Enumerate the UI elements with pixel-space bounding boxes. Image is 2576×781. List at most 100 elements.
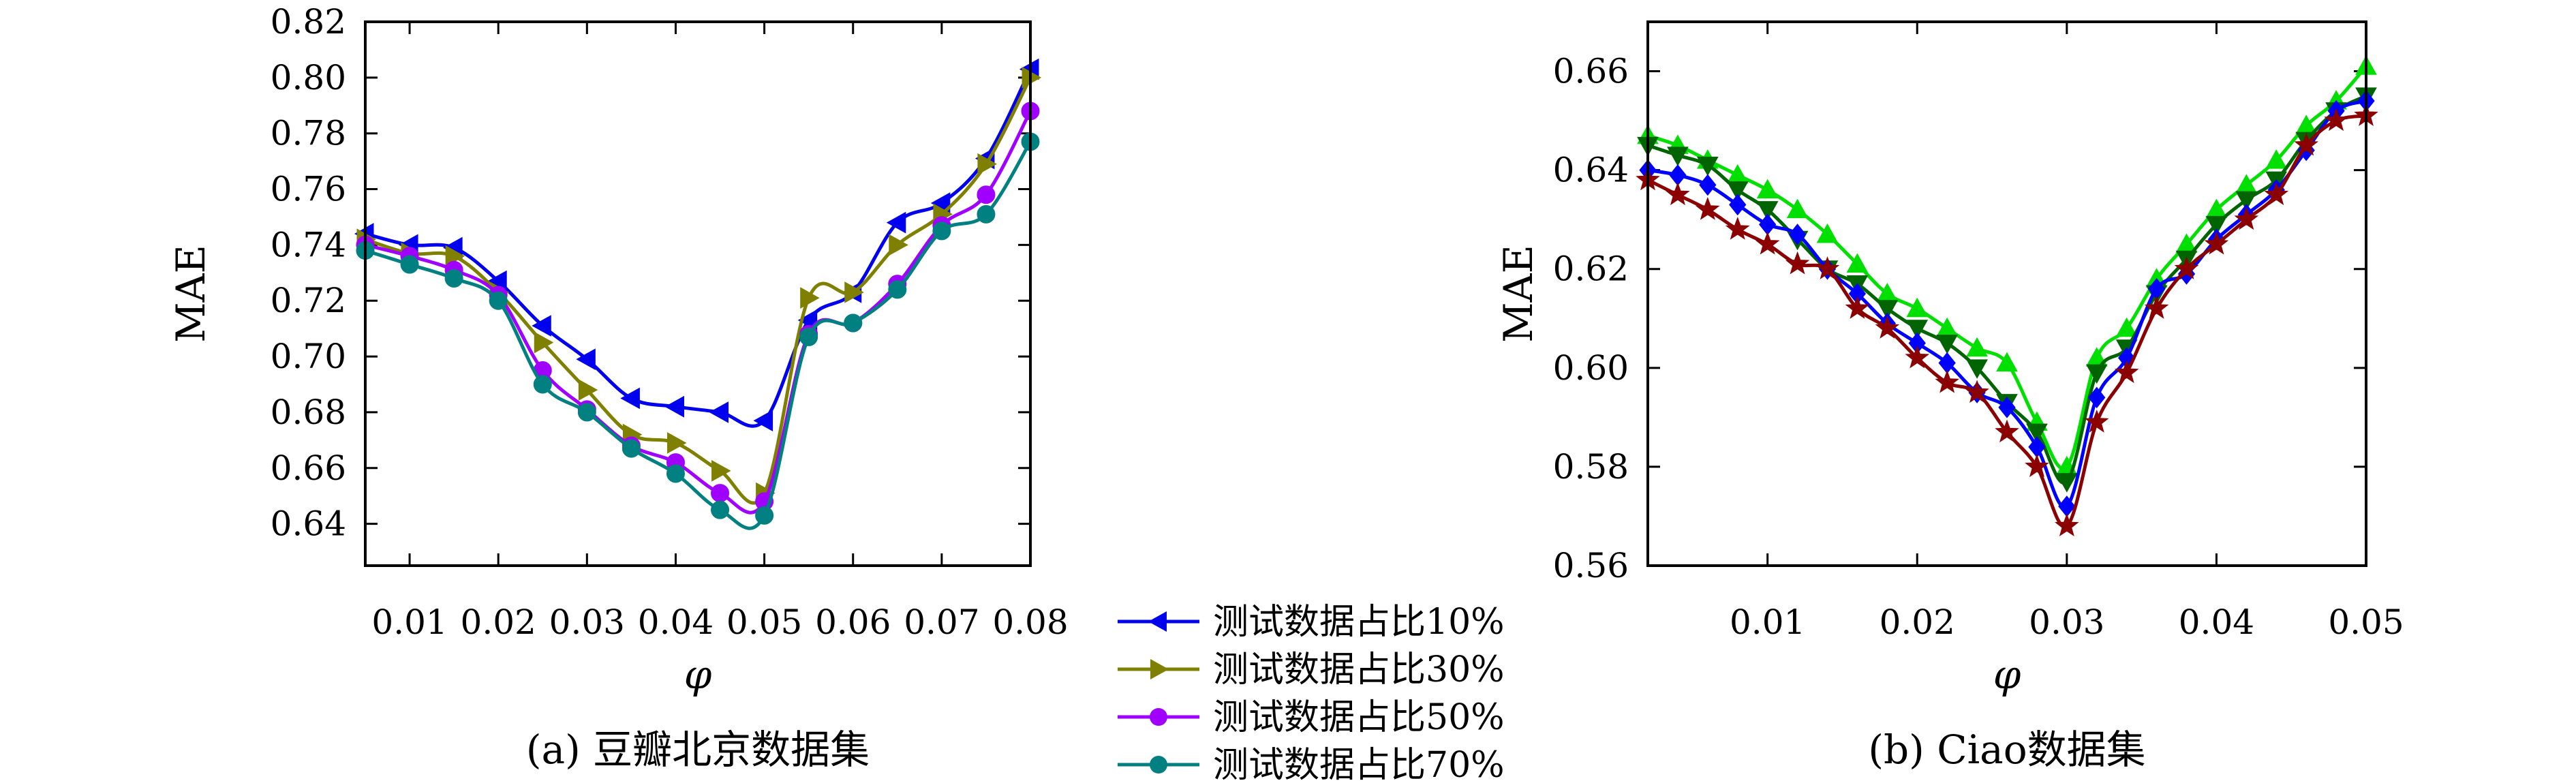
chart-a-ticks: 0.64 0.66 0.68 0.70 0.72 0.74 0.76 0.78 0.80 0.82… — [271, 2, 1069, 642]
y-tick-label: 0.64 — [271, 504, 346, 544]
data-point — [666, 432, 687, 454]
data-point — [2204, 231, 2229, 255]
data-point — [844, 313, 863, 333]
data-point — [1815, 256, 1840, 279]
data-point — [1699, 174, 1717, 196]
series-line — [1647, 99, 2367, 509]
data-point — [800, 287, 820, 309]
y-tick-label: 0.70 — [271, 337, 346, 376]
data-point — [2235, 191, 2258, 211]
data-point — [1755, 231, 1780, 255]
data-point — [2324, 108, 2348, 132]
data-point — [1726, 164, 1749, 184]
data-point — [400, 255, 419, 274]
data-point — [1696, 156, 1719, 177]
data-point — [576, 348, 596, 371]
data-point — [532, 315, 551, 337]
data-point — [1667, 147, 1689, 166]
data-point — [932, 221, 951, 241]
data-point — [1995, 419, 2019, 443]
y-tick-label: 0.74 — [271, 225, 346, 264]
legend-label: 测试数据占比70% — [1213, 745, 1505, 781]
data-point — [711, 484, 730, 503]
data-point — [1756, 179, 1779, 199]
data-point — [2294, 132, 2318, 156]
data-point — [2026, 423, 2048, 444]
series-4 — [356, 132, 1040, 530]
data-point — [1666, 182, 1690, 206]
chart-a-y-axis-label: MAE — [168, 245, 214, 343]
legend-entry: 测试数据占比70% — [1118, 745, 1505, 781]
data-point — [2055, 473, 2078, 493]
y-tick-label: 0.64 — [1553, 151, 1629, 190]
data-point — [844, 281, 864, 303]
chart-ciao: 0.56 0.58 0.60 0.62 0.64 0.66 0.01 0.02 0.03 0.04… — [1495, 20, 2404, 773]
data-point — [1966, 359, 1988, 379]
data-point — [1935, 369, 1959, 393]
legend-marker — [1150, 659, 1169, 679]
y-tick-label: 0.72 — [271, 281, 346, 320]
series-line — [365, 110, 1032, 515]
legend-label: 测试数据占比30% — [1213, 649, 1505, 690]
data-point — [664, 395, 684, 418]
x-tick-label: 0.06 — [815, 602, 891, 642]
legend-entry: 测试数据占比10% — [1118, 602, 1505, 643]
chart-b-plot-frame — [1646, 20, 2367, 567]
series-3 — [356, 102, 1040, 515]
data-point — [622, 439, 641, 458]
data-point — [1998, 397, 2016, 418]
data-point — [888, 280, 907, 299]
chart-b-ticks: 0.56 0.58 0.60 0.62 0.64 0.66 0.01 0.02 0.03 0.04… — [1553, 22, 2404, 642]
data-point — [2144, 296, 2169, 319]
data-point — [1788, 224, 1807, 245]
legend-entry: 测试数据占比50% — [1118, 697, 1505, 738]
data-point — [578, 379, 598, 401]
data-point — [2205, 215, 2228, 236]
data-point — [2085, 364, 2108, 384]
data-point — [2114, 360, 2139, 384]
legend-marker — [1150, 708, 1167, 726]
data-point — [533, 375, 552, 394]
x-tick-label: 0.05 — [2328, 602, 2404, 642]
data-point — [489, 291, 508, 310]
data-point — [711, 500, 730, 519]
data-point — [977, 153, 997, 175]
y-tick-label: 0.66 — [1553, 52, 1629, 91]
data-point — [889, 234, 908, 256]
data-point — [977, 204, 996, 224]
data-point — [2264, 182, 2289, 206]
x-tick-label: 0.03 — [549, 602, 625, 642]
legend: 测试数据占比10% 测试数据占比30% 测试数据占比50% 测试数据占比70% — [1118, 602, 1505, 781]
series-4 — [1636, 103, 2378, 537]
chart-a-x-axis-label: φ — [684, 652, 712, 698]
legend-marker — [1148, 611, 1167, 632]
data-point — [1725, 216, 1750, 240]
y-tick-label: 0.80 — [271, 58, 346, 97]
data-point — [1756, 201, 1779, 221]
x-tick-label: 0.04 — [2179, 602, 2254, 642]
data-point — [1876, 300, 1899, 320]
x-tick-label: 0.01 — [371, 602, 447, 642]
data-point — [1906, 297, 1929, 318]
chart-b-caption: (b) Ciao数据集 — [1868, 726, 2145, 773]
data-point — [1846, 253, 1869, 273]
series-line — [365, 76, 1032, 505]
data-point — [1729, 194, 1747, 216]
data-point — [2265, 149, 2288, 169]
data-point — [444, 269, 463, 288]
y-tick-label: 0.66 — [271, 448, 346, 488]
data-point — [1845, 296, 1870, 319]
series-line — [365, 68, 1032, 428]
y-tick-label: 0.60 — [1553, 348, 1629, 388]
x-tick-label: 0.02 — [1880, 602, 1955, 642]
data-point — [711, 460, 731, 482]
chart-douban-beijing: 0.64 0.66 0.68 0.70 0.72 0.74 0.76 0.78 0.80 0.82… — [168, 2, 1069, 773]
data-point — [620, 387, 640, 410]
data-point — [1906, 320, 1929, 339]
chart-a-caption: (a) 豆瓣北京数据集 — [526, 726, 870, 773]
data-point — [1936, 335, 1959, 354]
data-point — [2088, 386, 2106, 409]
data-point — [1996, 352, 2018, 372]
y-tick-label: 0.78 — [271, 114, 346, 153]
